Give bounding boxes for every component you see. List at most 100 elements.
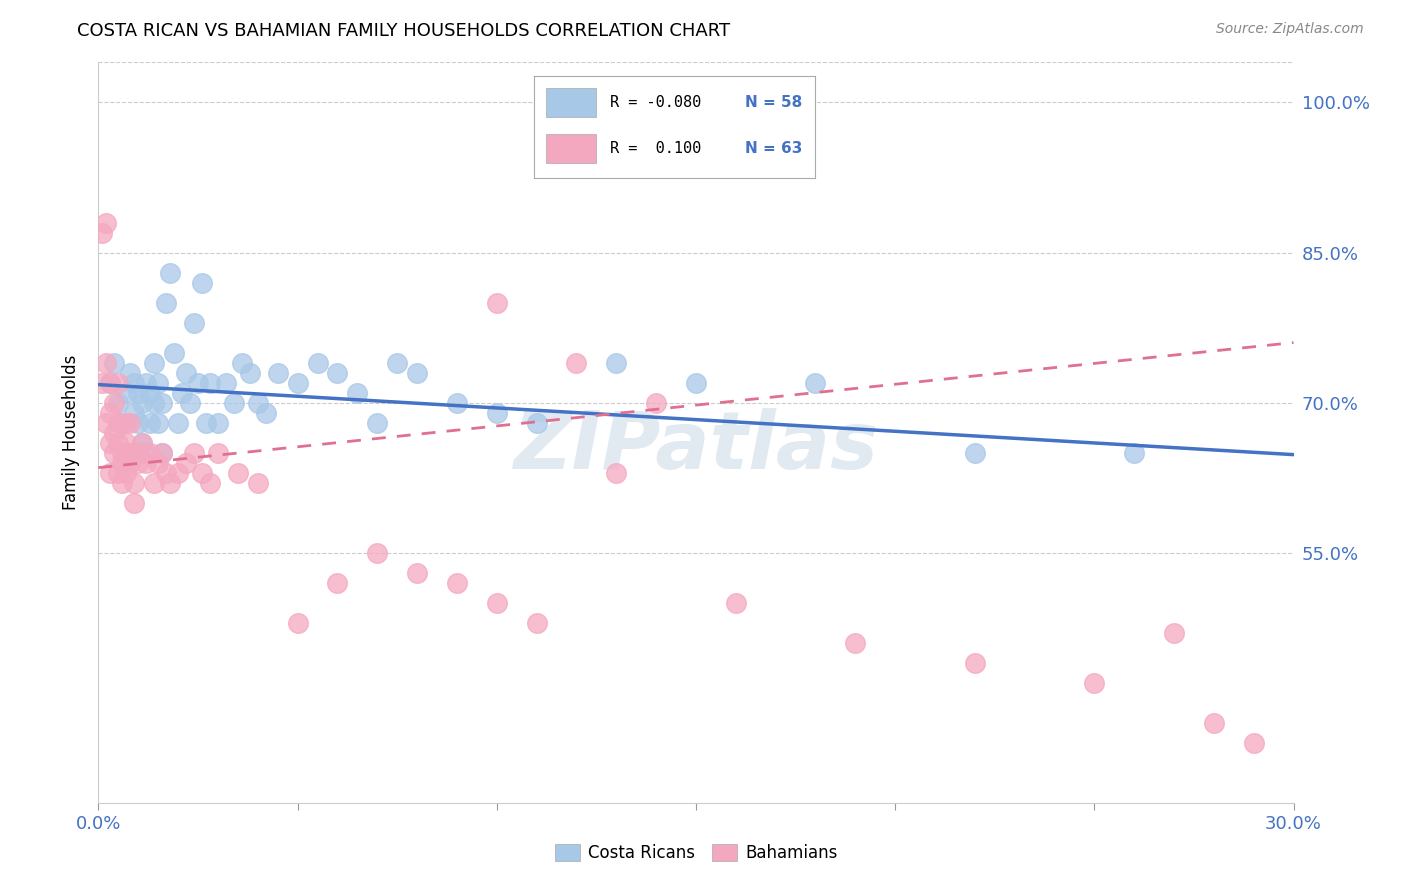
Text: N = 63: N = 63	[745, 141, 803, 156]
Point	[148, 416, 170, 430]
Point	[159, 475, 181, 490]
Point	[183, 316, 205, 330]
Point	[346, 385, 368, 400]
Point	[406, 566, 429, 580]
Point	[326, 366, 349, 380]
Point	[103, 445, 125, 459]
Point	[174, 456, 197, 470]
Point	[135, 456, 157, 470]
Point	[198, 376, 221, 390]
Point	[287, 376, 309, 390]
Point	[485, 406, 508, 420]
Point	[1243, 736, 1265, 750]
Point	[963, 656, 986, 670]
Point	[115, 445, 138, 459]
Point	[107, 395, 129, 409]
Point	[91, 376, 114, 390]
Point	[143, 475, 166, 490]
Point	[195, 416, 218, 430]
Point	[139, 445, 162, 459]
Point	[115, 466, 138, 480]
Bar	[546, 135, 596, 163]
Point	[246, 475, 269, 490]
Point	[215, 376, 238, 390]
Point	[96, 215, 118, 229]
Point	[172, 385, 194, 400]
Point	[645, 395, 668, 409]
Text: COSTA RICAN VS BAHAMIAN FAMILY HOUSEHOLDS CORRELATION CHART: COSTA RICAN VS BAHAMIAN FAMILY HOUSEHOLD…	[77, 22, 731, 40]
Point	[98, 376, 122, 390]
Point	[844, 636, 866, 650]
Point	[207, 416, 229, 430]
Point	[115, 385, 138, 400]
Point	[107, 416, 129, 430]
Point	[150, 395, 173, 409]
Point	[98, 406, 122, 420]
Point	[111, 475, 134, 490]
Point	[605, 355, 627, 369]
Point	[963, 445, 986, 459]
Point	[187, 376, 209, 390]
Legend: Costa Ricans, Bahamians: Costa Ricans, Bahamians	[548, 837, 844, 869]
Point	[127, 385, 149, 400]
Point	[406, 366, 429, 380]
Point	[143, 395, 166, 409]
Point	[91, 226, 114, 240]
Point	[191, 466, 214, 480]
Point	[174, 366, 197, 380]
Point	[163, 345, 186, 359]
Point	[103, 395, 125, 409]
Point	[1163, 625, 1185, 640]
Point	[565, 355, 588, 369]
Point	[120, 366, 142, 380]
Bar	[546, 88, 596, 117]
Text: R = -0.080: R = -0.080	[610, 95, 702, 110]
Point	[685, 376, 707, 390]
Point	[96, 416, 118, 430]
Point	[485, 596, 508, 610]
Point	[139, 416, 162, 430]
Point	[96, 355, 118, 369]
Point	[139, 385, 162, 400]
Point	[207, 445, 229, 459]
Point	[198, 475, 221, 490]
Point	[148, 376, 170, 390]
Point	[98, 435, 122, 450]
Text: N = 58: N = 58	[745, 95, 803, 110]
Point	[124, 475, 146, 490]
Point	[526, 615, 548, 630]
Point	[107, 435, 129, 450]
Point	[155, 466, 177, 480]
Point	[159, 266, 181, 280]
Point	[267, 366, 290, 380]
Point	[1123, 445, 1146, 459]
Point	[1202, 715, 1225, 730]
Point	[446, 575, 468, 590]
Point	[127, 445, 149, 459]
Point	[150, 445, 173, 459]
Point	[111, 445, 134, 459]
Point	[103, 425, 125, 440]
Point	[124, 496, 146, 510]
Point	[124, 376, 146, 390]
Point	[155, 295, 177, 310]
Point	[120, 445, 142, 459]
Point	[127, 456, 149, 470]
Point	[226, 466, 249, 480]
Point	[98, 466, 122, 480]
Point	[107, 376, 129, 390]
Point	[326, 575, 349, 590]
Point	[485, 295, 508, 310]
Point	[135, 376, 157, 390]
Point	[366, 416, 388, 430]
Point	[804, 376, 827, 390]
Point	[246, 395, 269, 409]
Point	[124, 406, 146, 420]
Point	[605, 466, 627, 480]
Point	[103, 355, 125, 369]
Point	[179, 395, 201, 409]
Point	[366, 546, 388, 560]
Point	[131, 395, 153, 409]
Point	[115, 416, 138, 430]
Point	[1083, 675, 1105, 690]
